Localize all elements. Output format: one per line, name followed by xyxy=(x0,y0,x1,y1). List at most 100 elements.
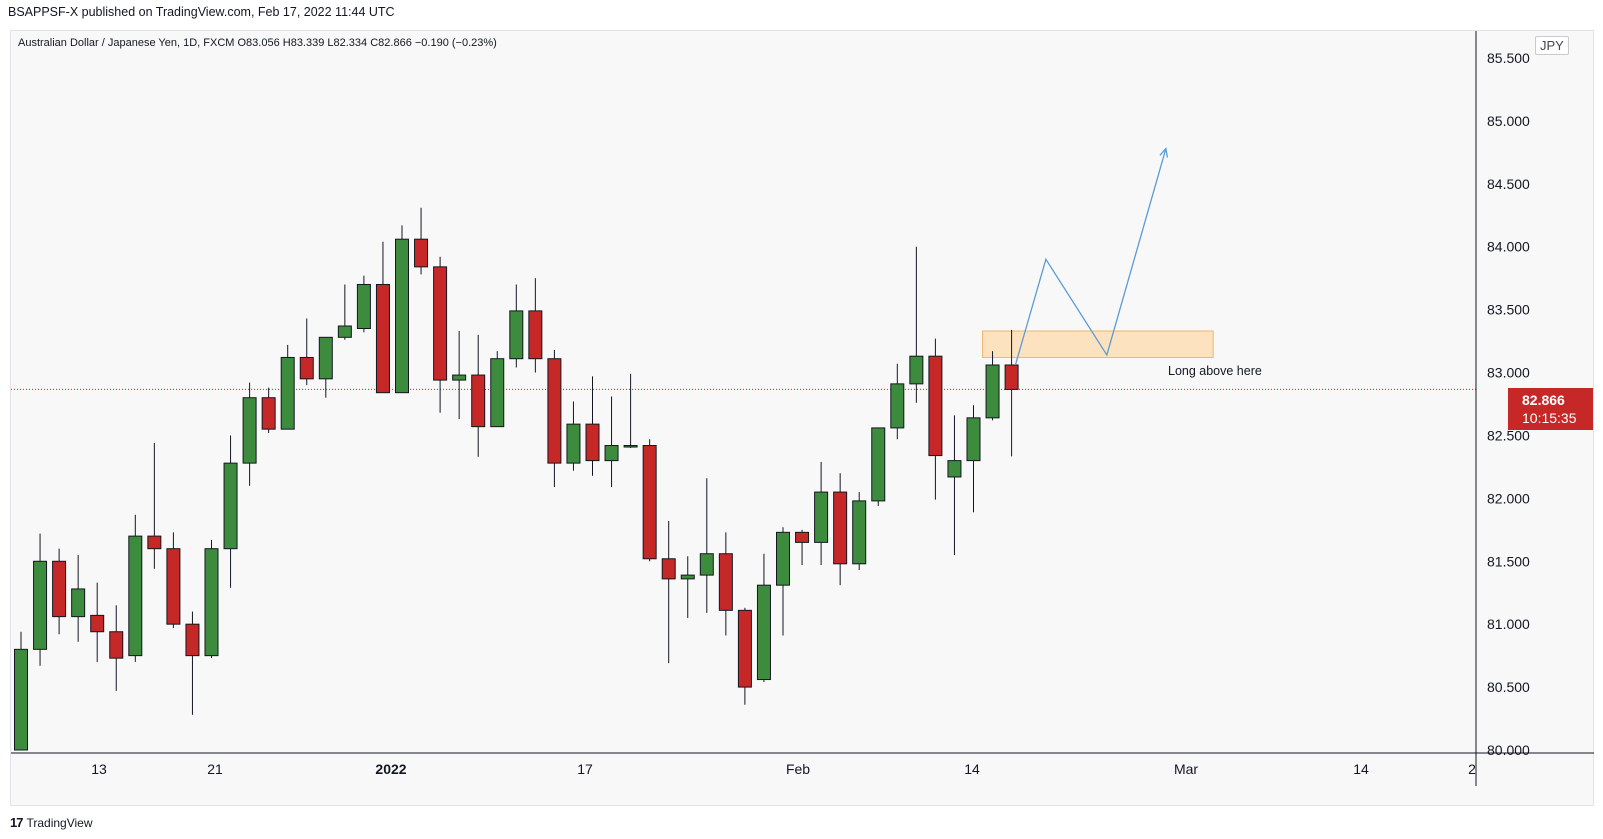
y-tick-label: 85.000 xyxy=(1487,113,1530,129)
y-tick-label: 82.000 xyxy=(1487,490,1530,506)
candle[interactable] xyxy=(14,631,28,751)
candle-body xyxy=(833,491,848,565)
tradingview-brand[interactable]: 17 TradingView xyxy=(10,815,93,830)
x-tick-label: 2 xyxy=(1468,761,1476,777)
candle[interactable] xyxy=(261,387,276,433)
candle[interactable] xyxy=(375,241,390,394)
candle[interactable] xyxy=(585,376,600,476)
candle-body xyxy=(852,500,867,565)
candle[interactable] xyxy=(776,527,790,636)
candle[interactable] xyxy=(318,336,333,398)
candle-body xyxy=(261,397,276,430)
candle[interactable] xyxy=(718,532,733,636)
x-tick-label: 14 xyxy=(1353,761,1369,777)
candle[interactable] xyxy=(833,473,848,586)
zone-annotation-label: Long above here xyxy=(1168,364,1262,378)
candle[interactable] xyxy=(452,331,467,420)
candle[interactable] xyxy=(528,278,543,373)
candle[interactable] xyxy=(680,556,695,618)
long-zone-rect[interactable] xyxy=(982,330,1214,358)
candle-body xyxy=(776,531,790,586)
candle[interactable] xyxy=(604,396,619,488)
last-price-tag: 82.866 10:15:35 xyxy=(1508,388,1593,430)
candle[interactable] xyxy=(928,338,943,500)
candle[interactable] xyxy=(756,553,771,683)
candle[interactable] xyxy=(356,275,371,333)
candle-body xyxy=(623,445,638,448)
candle[interactable] xyxy=(737,607,752,705)
candle[interactable] xyxy=(490,351,505,428)
candle[interactable] xyxy=(109,605,124,691)
x-tick-label: 13 xyxy=(91,761,107,777)
candle[interactable] xyxy=(966,405,981,513)
candle[interactable] xyxy=(661,521,676,664)
candle[interactable] xyxy=(985,351,1000,421)
candle-body xyxy=(147,535,162,550)
candle-body xyxy=(375,283,390,394)
candle[interactable] xyxy=(223,435,238,588)
candle[interactable] xyxy=(185,611,200,715)
candle[interactable] xyxy=(509,284,524,368)
currency-badge[interactable]: JPY xyxy=(1535,36,1569,55)
candle[interactable] xyxy=(871,427,886,506)
candle[interactable] xyxy=(795,529,810,566)
candle[interactable] xyxy=(204,539,219,659)
candle-body xyxy=(509,310,524,360)
candle-body xyxy=(890,383,905,429)
x-tick-label: 2022 xyxy=(375,761,406,777)
candle[interactable] xyxy=(623,373,638,449)
candle-body xyxy=(14,648,28,751)
candle[interactable] xyxy=(947,415,962,555)
candle-body xyxy=(452,374,467,381)
candle-body xyxy=(71,588,86,618)
candle[interactable] xyxy=(242,382,257,486)
candle-body xyxy=(166,548,181,625)
candle[interactable] xyxy=(52,548,67,635)
y-tick-label: 80.000 xyxy=(1487,742,1530,758)
candle-body xyxy=(642,445,657,560)
candle[interactable] xyxy=(852,492,867,571)
candle[interactable] xyxy=(433,256,448,413)
candle[interactable] xyxy=(909,246,924,403)
candle[interactable] xyxy=(642,439,657,562)
candle-body xyxy=(356,283,371,330)
candle-body xyxy=(109,631,124,659)
candle[interactable] xyxy=(337,284,352,340)
candle-body xyxy=(985,364,1000,419)
y-tick-label: 84.000 xyxy=(1487,239,1530,255)
candle-body xyxy=(566,423,581,464)
projection-path[interactable] xyxy=(1014,148,1167,366)
candle-body xyxy=(795,531,810,543)
y-tick-label: 84.500 xyxy=(1487,176,1530,192)
x-tick-label: Feb xyxy=(786,761,810,777)
candle[interactable] xyxy=(280,344,295,430)
candle-body xyxy=(528,310,543,360)
publish-header: BSAPPSF-X published on TradingView.com, … xyxy=(8,5,395,19)
x-tick-label: 21 xyxy=(207,761,223,777)
candle[interactable] xyxy=(1004,329,1019,457)
candle[interactable] xyxy=(471,334,486,457)
candle[interactable] xyxy=(299,318,314,386)
candle[interactable] xyxy=(71,554,86,642)
candle-body xyxy=(433,266,448,381)
candle[interactable] xyxy=(566,401,581,471)
candle-body xyxy=(280,356,295,430)
candle[interactable] xyxy=(33,533,48,666)
candle[interactable] xyxy=(166,532,181,628)
candle[interactable] xyxy=(128,514,143,662)
candle-body xyxy=(242,397,257,464)
candle[interactable] xyxy=(147,443,162,569)
y-tick-label: 83.500 xyxy=(1487,302,1530,318)
candle[interactable] xyxy=(414,207,429,275)
candle-body xyxy=(414,238,429,268)
candle[interactable] xyxy=(90,582,105,662)
candle[interactable] xyxy=(395,225,409,394)
candle-body xyxy=(928,355,943,457)
candle[interactable] xyxy=(814,461,829,566)
candle[interactable] xyxy=(890,363,905,440)
candle[interactable] xyxy=(547,349,562,488)
bar-countdown: 10:15:35 xyxy=(1522,410,1577,426)
symbol-legend: Australian Dollar / Japanese Yen, 1D, FX… xyxy=(18,37,497,49)
candle[interactable] xyxy=(699,478,714,613)
